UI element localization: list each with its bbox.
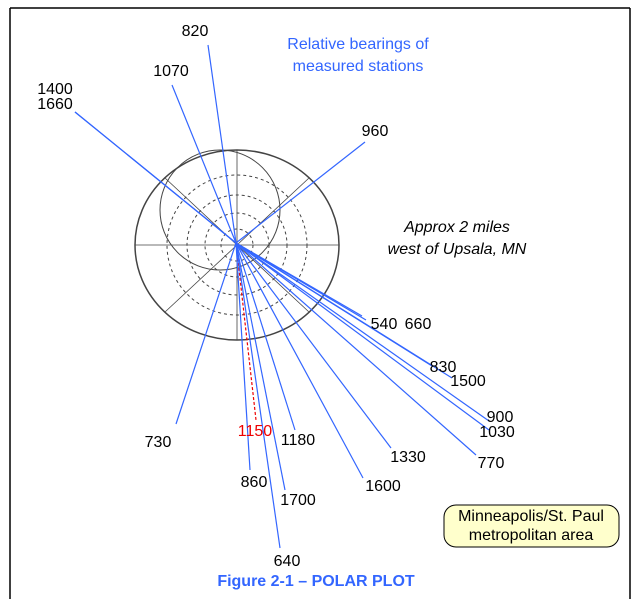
- bearing-line: [171, 84, 237, 244]
- bearing-line: [235, 242, 490, 422]
- station-label: 1660: [37, 96, 73, 113]
- bearing-line: [207, 44, 237, 244]
- station-label: 1180: [281, 432, 316, 449]
- bearing-line: [235, 141, 366, 244]
- station-label: 1150: [238, 423, 273, 440]
- station-label: 1030: [479, 424, 515, 441]
- box-line: Minneapolis/St. Paul: [458, 508, 604, 525]
- station-label: 1700: [280, 492, 316, 509]
- station-label: 860: [241, 474, 268, 491]
- station-label: 1400: [37, 81, 73, 98]
- title-line: Relative bearings of: [287, 36, 429, 53]
- bearing-line: [74, 111, 237, 244]
- bearing-line: [235, 242, 453, 379]
- annotation-line: west of Upsala, MN: [388, 241, 527, 258]
- station-label: 820: [182, 23, 209, 40]
- bearing-line: [235, 242, 281, 549]
- bearing-line: [235, 242, 296, 431]
- station-label: 900: [487, 409, 514, 426]
- station-label: 540: [371, 316, 398, 333]
- title-line: measured stations: [293, 58, 424, 75]
- bearing-line: [235, 242, 392, 449]
- bearing-line: [175, 242, 237, 425]
- station-label: 960: [362, 123, 389, 140]
- station-label: 1600: [365, 478, 401, 495]
- area-box: [443, 504, 620, 548]
- bearing-lines: [74, 44, 490, 549]
- station-label: 730: [145, 434, 172, 451]
- caption: Figure 2-1 – POLAR PLOT: [217, 573, 415, 590]
- frame: [9, 7, 631, 599]
- bearing-line: [235, 242, 490, 431]
- station-label: 640: [274, 553, 301, 570]
- annotation-line: Approx 2 miles: [403, 219, 510, 236]
- station-label: 770: [478, 455, 505, 472]
- bearing-line: [235, 242, 363, 317]
- station-label: 1500: [450, 373, 486, 390]
- station-label: 660: [405, 316, 432, 333]
- bearing-line: [235, 242, 477, 456]
- bearing-line: [235, 242, 286, 491]
- station-label: 1330: [390, 449, 426, 466]
- station-label: 830: [430, 359, 457, 376]
- box-line: metropolitan area: [469, 527, 594, 544]
- bearing-line: [235, 242, 364, 479]
- bearing-line: [235, 242, 251, 471]
- station-label: 1070: [153, 63, 189, 80]
